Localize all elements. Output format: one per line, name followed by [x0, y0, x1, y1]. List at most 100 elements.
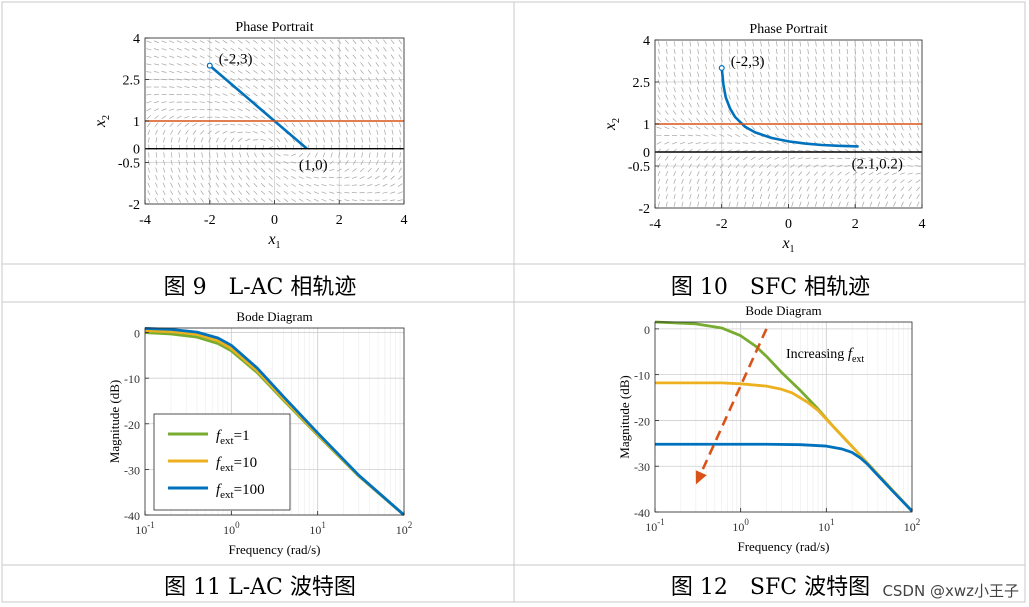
chart1-vector — [758, 156, 764, 161]
chart0-vector — [299, 84, 304, 90]
chart1-vector — [830, 109, 833, 116]
chart1-vector — [822, 194, 826, 200]
chart1-vector — [783, 94, 786, 100]
chart0-vector — [230, 93, 236, 97]
chart1-vector — [830, 194, 834, 200]
chart0-vector — [238, 198, 243, 203]
chart0-vector — [314, 107, 319, 112]
chart0-vector — [291, 190, 296, 195]
chart1-vector — [720, 48, 723, 55]
chart0-vector — [161, 115, 167, 119]
chart1-vector — [909, 94, 912, 100]
chart0-vector — [398, 69, 402, 75]
chart1-vector — [711, 134, 717, 137]
chart0-vector — [276, 190, 281, 195]
chart0-vector — [375, 39, 380, 45]
chart0-vector — [245, 85, 251, 89]
chart0-vector — [253, 160, 258, 165]
chart1-vector — [680, 118, 685, 123]
chart1-vector — [704, 102, 708, 108]
chart1-vector — [846, 79, 849, 85]
chart1-vector-field — [656, 41, 921, 207]
chart0-vector — [214, 108, 220, 111]
chart1-vector — [790, 178, 795, 184]
chart1-vector — [909, 109, 912, 116]
chart0-vector — [253, 77, 258, 82]
chart0-vector — [177, 122, 182, 127]
chart0-vector — [176, 47, 182, 51]
chart0-vector — [230, 77, 236, 82]
chart0-vector — [253, 85, 258, 89]
chart1-vector — [760, 71, 762, 77]
chart0-vector — [299, 39, 304, 44]
chart1-vector — [783, 186, 786, 192]
chart1-vector — [783, 193, 786, 200]
chart1-vector — [813, 157, 819, 160]
chart0-vector — [201, 159, 204, 166]
chart1-vector — [720, 186, 723, 192]
chart0-vector — [214, 93, 220, 96]
chart1-vector — [665, 56, 668, 62]
chart1-vector — [703, 134, 709, 137]
chart1-vector — [878, 56, 880, 62]
chart2-legend-entry: fext=10 — [216, 455, 257, 474]
chart1-vector — [877, 125, 881, 131]
chart0-vector — [276, 39, 281, 44]
chart1-vector — [697, 87, 700, 93]
chart1-vector — [814, 117, 818, 123]
chart1-vector — [854, 87, 857, 93]
chart0-vector — [222, 70, 228, 74]
chart1-vector — [822, 102, 825, 108]
chart0-vector — [238, 137, 243, 142]
chart0-vector — [146, 63, 152, 66]
chart1-vector — [751, 110, 755, 116]
chart0-vector — [253, 198, 258, 203]
chart0-vector — [230, 137, 235, 143]
chart0-vector — [245, 108, 251, 112]
chart0-vector — [169, 108, 175, 111]
chart0-vector — [283, 190, 289, 195]
chart0-vector — [352, 62, 357, 67]
chart1-vector — [689, 71, 692, 77]
chart1-vector — [846, 56, 849, 62]
chart0-vector — [192, 123, 197, 127]
chart1-vector — [751, 186, 755, 192]
chart0-vector — [376, 137, 379, 143]
chart1-vector — [830, 79, 833, 85]
chart1-vector — [720, 193, 723, 200]
chart0-vector — [191, 93, 198, 96]
chart0-vector — [398, 46, 402, 52]
chart1-vector — [703, 142, 709, 144]
chart0-vector — [245, 175, 250, 180]
chart1-vector — [688, 171, 692, 177]
chart0-vector — [170, 167, 173, 173]
chart0-vector — [253, 92, 258, 97]
chart1-vector — [884, 156, 890, 160]
chart0-vector — [299, 114, 304, 120]
chart1-vector — [759, 87, 763, 93]
chart0-vector — [360, 77, 364, 82]
chart0-vector — [222, 130, 228, 134]
chart0-vector — [391, 122, 394, 128]
chart0-vector — [360, 129, 364, 135]
chart1-vector — [877, 186, 881, 192]
chart1-vector — [751, 125, 756, 131]
chart0-vector — [239, 152, 242, 158]
chart2-xlabel: Frequency (rad/s) — [228, 542, 320, 557]
chart1-xtick-label: 0 — [785, 217, 792, 232]
chart0-vector — [230, 47, 235, 52]
chart0-vector — [253, 167, 258, 173]
chart1-vector — [704, 156, 709, 161]
chart0-vector — [367, 184, 373, 187]
chart1-vector — [854, 56, 857, 62]
chart1-vector — [861, 140, 866, 146]
chart1-vector — [697, 56, 700, 62]
chart1-vector — [657, 201, 660, 207]
chart1-vector — [664, 118, 669, 123]
chart1-vector — [728, 79, 731, 85]
chart1-vector — [798, 110, 802, 116]
chart0-vector — [383, 122, 387, 128]
chart0-vector — [200, 137, 204, 143]
chart1-vector — [681, 64, 684, 70]
